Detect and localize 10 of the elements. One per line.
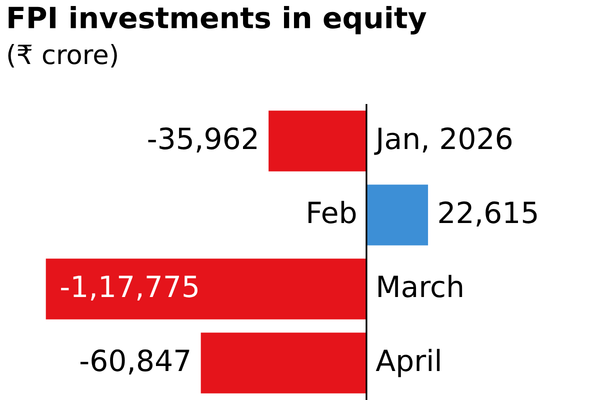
chart-subtitle: (₹ crore) [8,44,117,68]
y-tick-label: April [376,348,440,378]
y-tick-label: Jan, 2026 [374,127,512,155]
chart-title: FPI investments in equity [8,6,426,34]
data-label: 22,615 [439,201,537,226]
y-tick-label: March [378,274,462,298]
y-tick-label: Feb [308,200,356,224]
data-label: -35,962 [148,127,256,152]
data-label: -60,847 [80,349,190,374]
data-label: -1,17,775 [61,276,198,300]
